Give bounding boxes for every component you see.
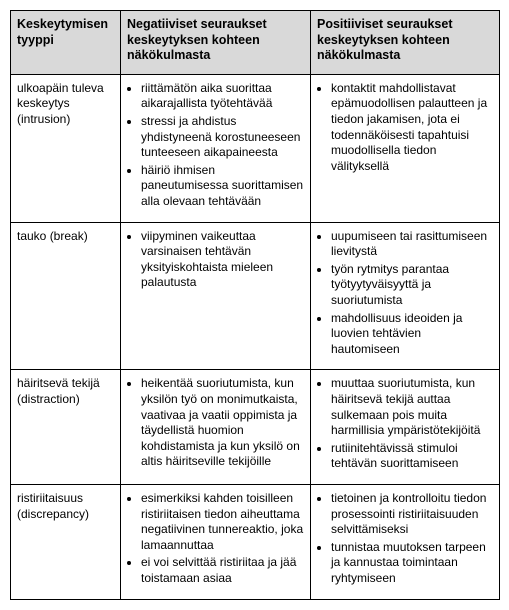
list-item: tietoinen ja kontrolloitu tiedon prosess… [331, 491, 493, 538]
list-item: työn rytmitys parantaa työtyytyväisyyttä… [331, 262, 493, 309]
table-row: ristiriitaisuus (discrepancy) esimerkiks… [11, 484, 500, 599]
list-item: rutiinitehtävissä stimuloi tehtävän suor… [331, 441, 493, 472]
list-item: stressi ja ahdistus yhdistyneenä korostu… [141, 114, 304, 161]
row-label: tauko (break) [11, 222, 121, 370]
table-row: häiritsevä tekijä (distraction) heikentä… [11, 370, 500, 485]
row-positive: muuttaa suoriutumista, kun häiritsevä te… [311, 370, 500, 485]
list-item: tunnistaa muutoksen tarpeen ja kannustaa… [331, 540, 493, 587]
list-item: riittämätön aika suorittaa aikarajallist… [141, 81, 304, 112]
table-row: tauko (break) viipyminen vaikeuttaa vars… [11, 222, 500, 370]
list-item: ei voi selvittää ristiriitaa ja jää tois… [141, 555, 304, 586]
row-negative: viipyminen vaikeuttaa varsinaisen tehtäv… [121, 222, 311, 370]
row-negative: esimerkiksi kahden toisilleen ristiriita… [121, 484, 311, 599]
list-item: esimerkiksi kahden toisilleen ristiriita… [141, 491, 304, 553]
header-negative: Negatiiviset seuraukset keskeytyksen koh… [121, 11, 311, 75]
row-positive: tietoinen ja kontrolloitu tiedon prosess… [311, 484, 500, 599]
row-label: ristiriitaisuus (discrepancy) [11, 484, 121, 599]
table-row: ulkoapäin tuleva keskeytys (intrusion) r… [11, 74, 500, 222]
list-item: muuttaa suoriutumista, kun häiritsevä te… [331, 376, 493, 438]
list-item: mahdollisuus ideoiden ja luovien tehtävi… [331, 311, 493, 358]
header-positive: Positiiviset seuraukset keskeytyksen koh… [311, 11, 500, 75]
row-label: häiritsevä tekijä (distraction) [11, 370, 121, 485]
row-positive: uupumiseen tai rasittumiseen lievitystä … [311, 222, 500, 370]
list-item: viipyminen vaikeuttaa varsinaisen tehtäv… [141, 229, 304, 291]
table-header-row: Keskeytymisen tyyppi Negatiiviset seurau… [11, 11, 500, 75]
row-label: ulkoapäin tuleva keskeytys (intrusion) [11, 74, 121, 222]
header-type: Keskeytymisen tyyppi [11, 11, 121, 75]
list-item: heikentää suoriutumista, kun yksilön työ… [141, 376, 304, 470]
interruption-types-table: Keskeytymisen tyyppi Negatiiviset seurau… [10, 10, 500, 600]
list-item: uupumiseen tai rasittumiseen lievitystä [331, 229, 493, 260]
list-item: kontaktit mahdollistavat epämuodollisen … [331, 81, 493, 175]
row-negative: heikentää suoriutumista, kun yksilön työ… [121, 370, 311, 485]
row-positive: kontaktit mahdollistavat epämuodollisen … [311, 74, 500, 222]
list-item: häiriö ihmisen paneutumisessa suorittami… [141, 163, 304, 210]
row-negative: riittämätön aika suorittaa aikarajallist… [121, 74, 311, 222]
